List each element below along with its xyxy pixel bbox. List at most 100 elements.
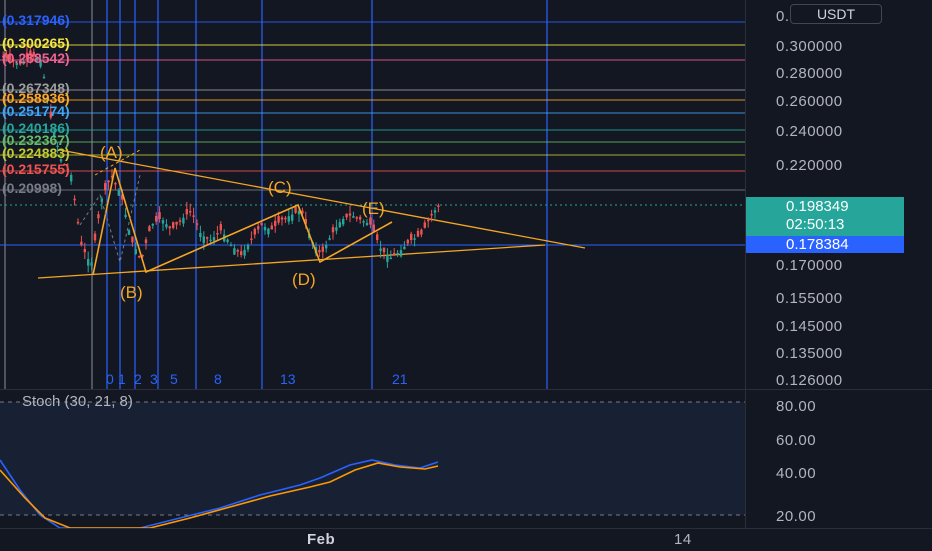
candle-body: [335, 227, 338, 231]
candle-body: [39, 59, 42, 67]
candle-body: [226, 239, 229, 243]
candle-body: [372, 224, 375, 232]
candle-body: [76, 221, 80, 224]
wave-label: (D): [292, 270, 316, 289]
candle-body: [318, 249, 321, 253]
candle-body: [301, 210, 304, 214]
fib-level-label: (0.20998): [2, 180, 62, 196]
candle-body: [63, 164, 66, 166]
current-price-value: 0.198349: [786, 198, 849, 215]
stoch-tick-label: 60.00: [776, 432, 817, 449]
price-tick-label: 0.170000: [776, 257, 843, 274]
candle-body: [32, 51, 35, 57]
time-label-14: 14: [674, 531, 692, 548]
candle-body: [253, 228, 256, 235]
candle-body: [437, 205, 440, 208]
candle-body: [53, 132, 56, 138]
candle-body: [260, 222, 263, 226]
candle-body: [389, 257, 392, 260]
fib-time-number: 8: [214, 371, 222, 387]
candle-body: [277, 216, 280, 223]
fib-level-label: (0.251774): [2, 103, 70, 119]
candle-body: [83, 248, 86, 253]
stochastic-canvas[interactable]: [0, 390, 745, 528]
candle-body: [243, 249, 246, 256]
stoch-band: [0, 402, 745, 515]
price-chart-canvas[interactable]: (A) (B) (C) (D) (E) 0 1 2 3 5 8 13 21: [0, 0, 745, 390]
current-price-tag: 0.198349 02:50:13: [746, 197, 904, 237]
marked-price-value: 0.178384: [786, 236, 849, 253]
candle-body: [393, 252, 396, 256]
candle-body: [172, 222, 175, 228]
candle-body: [216, 233, 219, 235]
candle-body: [240, 251, 243, 255]
marked-price-tag: 0.178384: [746, 236, 904, 253]
candle-body: [178, 220, 182, 222]
triangle-upper-line: [59, 149, 586, 249]
candle-body: [396, 252, 399, 255]
candle-body: [46, 97, 49, 102]
candle-body: [202, 236, 205, 244]
fib-level-label: (0.232367): [2, 132, 70, 148]
candle-body: [206, 237, 209, 239]
candle-body: [29, 50, 32, 56]
candle-body: [427, 219, 430, 222]
candle-body: [274, 220, 277, 226]
candle-body: [165, 224, 168, 228]
candle-body: [219, 224, 222, 231]
candle-body: [382, 247, 386, 253]
candle-body: [369, 217, 372, 225]
candle-body: [100, 198, 103, 202]
price-chart-pane[interactable]: (A) (B) (C) (D) (E) 0 1 2 3 5 8 13 21: [0, 0, 745, 390]
fib-level-label: (0.240186): [2, 120, 70, 136]
candle-body: [345, 213, 348, 218]
candle-body: [331, 227, 335, 233]
candle-body: [175, 221, 178, 225]
triangle-lower-line: [37, 244, 546, 279]
candle-body: [36, 58, 39, 61]
candle-body: [19, 60, 22, 65]
candle-body: [430, 213, 433, 216]
candle-body: [352, 216, 355, 218]
candle-body: [182, 217, 185, 224]
price-tick-label: 0.220000: [776, 157, 843, 174]
stoch-indicator-title[interactable]: Stoch (30, 21, 8): [22, 393, 133, 410]
candle-body: [5, 54, 8, 58]
price-tick-label: 0.145000: [776, 318, 843, 335]
candle-body: [376, 234, 379, 240]
candle-body: [355, 217, 358, 219]
candle-body: [406, 239, 409, 244]
candle-body: [338, 222, 341, 228]
candle-body: [359, 216, 362, 220]
candle-body: [93, 233, 97, 241]
candle-body: [66, 168, 69, 171]
currency-badge[interactable]: USDT: [790, 4, 882, 24]
candle-body: [270, 225, 273, 230]
candle-body: [291, 214, 294, 221]
price-axis[interactable]: 0.3200000.3000000.2800000.2600000.240000…: [745, 0, 932, 390]
candle-body: [233, 248, 236, 255]
candle-body: [110, 175, 114, 178]
candle-body: [284, 217, 287, 220]
time-axis[interactable]: Feb 14: [0, 528, 932, 551]
candle-body: [410, 233, 413, 240]
candle-body: [161, 220, 165, 224]
candle-body: [413, 238, 416, 240]
stoch-axis[interactable]: 80.00 60.00 40.00 20.00: [745, 390, 932, 528]
fib-time-number: 5: [170, 371, 178, 387]
candle-body: [107, 180, 110, 183]
fib-level-label: (0.267348): [2, 80, 70, 96]
bar-countdown: 02:50:13: [786, 216, 845, 233]
candle-body: [416, 230, 420, 237]
stochastic-pane[interactable]: [0, 390, 745, 528]
candle-body: [250, 238, 253, 241]
wave-label: (C): [268, 178, 292, 197]
candle-body: [158, 212, 161, 220]
candle-body: [25, 52, 29, 60]
candle-body: [348, 213, 352, 216]
candle-body: [168, 226, 171, 229]
candle-body: [138, 255, 141, 258]
fib-level-label: (0.288542): [2, 50, 70, 66]
candle-body: [209, 239, 212, 242]
candle-body: [257, 226, 260, 230]
